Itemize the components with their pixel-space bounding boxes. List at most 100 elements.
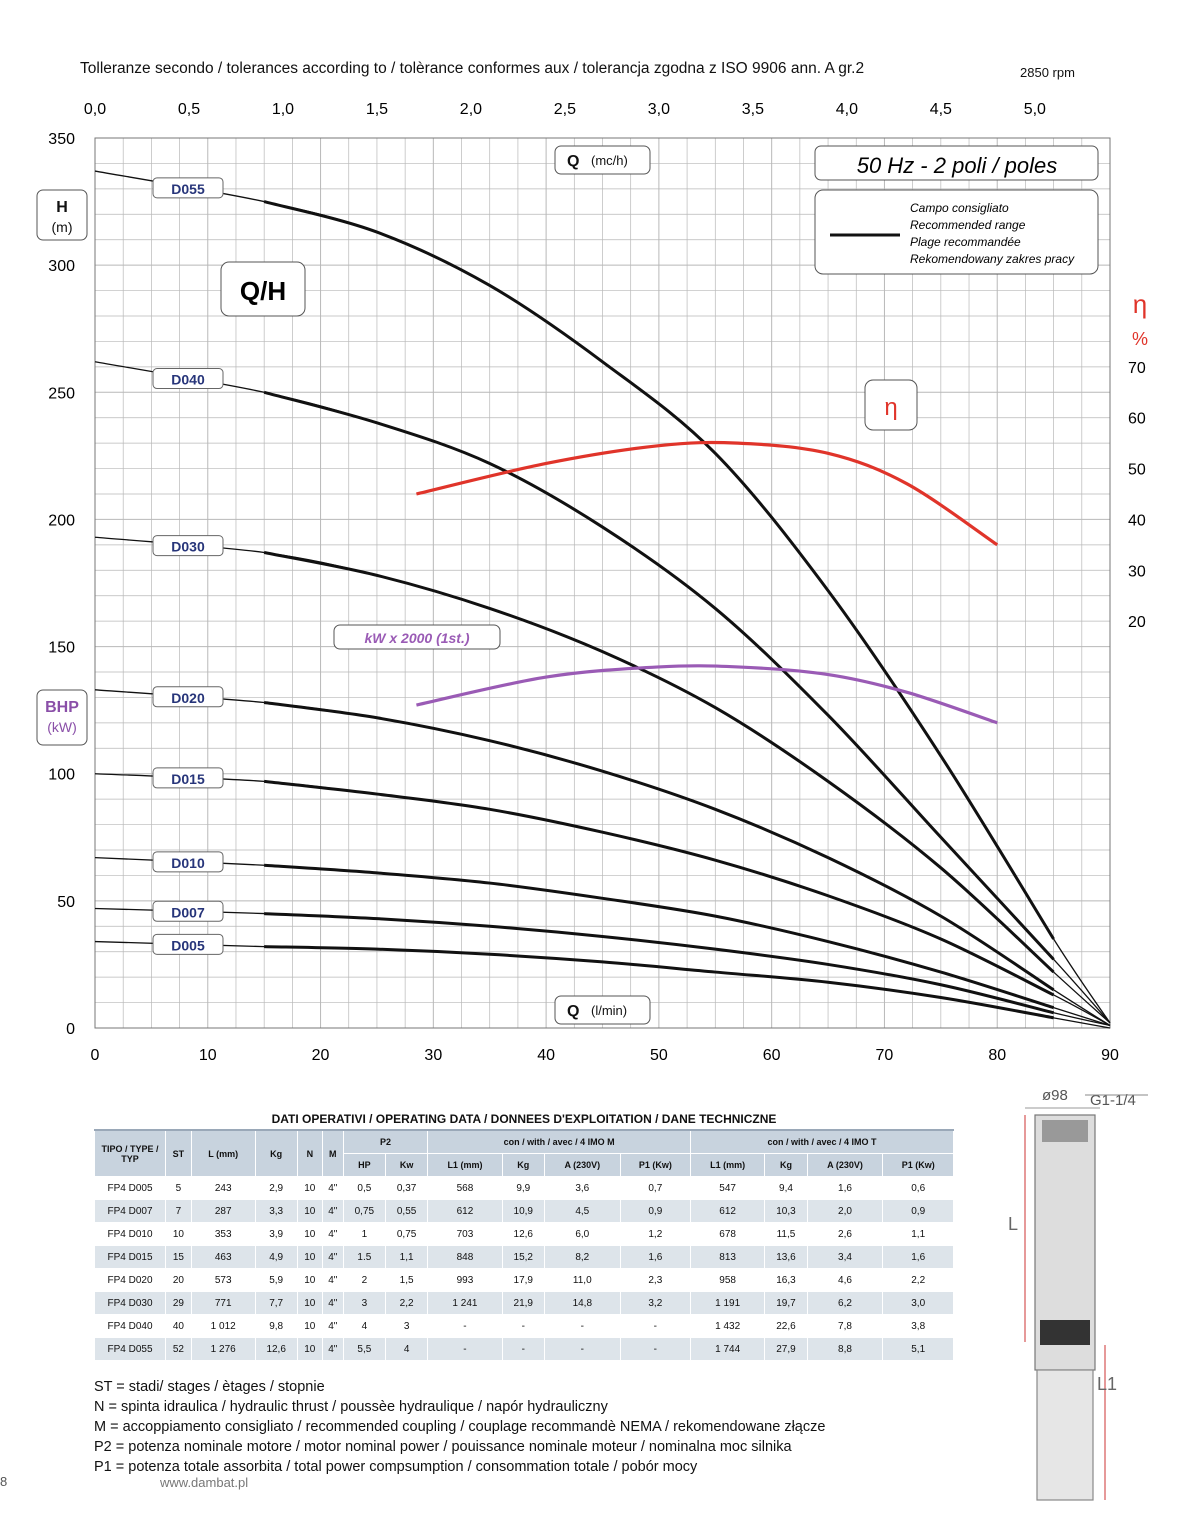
th-p2: P2: [342, 1129, 429, 1154]
top-tick-label: 1,5: [366, 101, 388, 118]
table-cell: 10: [165, 1222, 192, 1246]
table-cell: 10: [296, 1314, 323, 1338]
curve-range-d010: [264, 863, 1055, 1010]
curve-label-box: [152, 177, 224, 199]
legend-box: [814, 189, 1099, 275]
bottom-axis-label-unit: (l/min): [591, 1003, 627, 1018]
th-l1-t: L1 (mm): [689, 1153, 766, 1177]
table-cell: 1,1: [882, 1222, 954, 1246]
table-cell: 11,0: [543, 1268, 621, 1292]
th-l1-m: L1 (mm): [427, 1153, 503, 1177]
curve-label-box: [152, 535, 224, 557]
y-tick-label: 300: [48, 258, 75, 275]
l-label: L: [1008, 1214, 1018, 1234]
table-cell: 4,9: [254, 1245, 298, 1269]
table-cell: 10: [296, 1268, 323, 1292]
x-tick-label: 50: [650, 1047, 668, 1064]
rpm-label: 2850 rpm: [1020, 65, 1075, 80]
table-cell: 0,9: [882, 1199, 954, 1223]
curve-label: D040: [171, 372, 205, 388]
x-tick-label: 10: [199, 1047, 217, 1064]
curve-label: D007: [171, 904, 205, 920]
x-tick-label: 60: [763, 1047, 781, 1064]
legend-text: Rekomendowany zakres pracy: [910, 252, 1075, 266]
table-cell: 5,1: [882, 1337, 954, 1361]
table-cell: 958: [689, 1268, 766, 1292]
table-cell: 0,6: [882, 1176, 954, 1200]
table-cell: 3,4: [806, 1245, 884, 1269]
chart-title: Q/H: [240, 276, 286, 306]
curve-label-box: [152, 368, 224, 390]
table-cell: 4: [342, 1314, 386, 1338]
h-axis-label-main: H: [56, 199, 68, 216]
curve-label-box: [152, 686, 224, 708]
th-n: N: [296, 1129, 323, 1177]
table-cell: 4: [384, 1337, 429, 1361]
th-a-t: A (230V): [806, 1153, 884, 1177]
table-cell: 0,75: [384, 1222, 429, 1246]
x-tick-label: 0: [91, 1047, 100, 1064]
bottom-axis-label-box: [554, 995, 651, 1025]
website-link[interactable]: www.dambat.pl: [160, 1475, 249, 1490]
bhp-axis-label-main: BHP: [45, 699, 79, 716]
y-tick-label: 250: [48, 385, 75, 402]
table-cell: 19,7: [764, 1291, 808, 1315]
table-row: FP4 D055 52 1 276 12,6 10 4" 5,5 4- - - -1 744 27,9…: [94, 1337, 954, 1361]
pump-dimension-drawing: ø98 G1-1/4 L L1: [1008, 1087, 1148, 1501]
curve-label: D055: [171, 181, 205, 197]
th-l: L (mm): [190, 1129, 256, 1177]
table-cell: 9,9: [501, 1176, 545, 1200]
table-cell: 15: [165, 1245, 192, 1269]
table-cell: 40: [165, 1314, 192, 1338]
table-row: FP4 D005 5 243 2,9 10 4" 0,5 0,37 568 9,9 3,6 0,7 54…: [94, 1176, 954, 1200]
efficiency-curve: [416, 440, 999, 547]
table-cell: 1 191: [689, 1291, 766, 1315]
table-cell: 1,1: [384, 1245, 429, 1269]
table-cell: 3,8: [882, 1314, 954, 1338]
table-cell: 10: [296, 1176, 323, 1200]
power-curve-label: kW x 2000 (1st.): [364, 630, 469, 646]
th-type: TIPO / TYPE / TYP: [94, 1129, 166, 1177]
table-cell: 2,0: [806, 1199, 884, 1223]
table-cell: 4,5: [543, 1199, 621, 1223]
cell-type: FP4 D007: [94, 1199, 166, 1223]
table-cell: 5,9: [254, 1268, 298, 1292]
table-cell: -: [427, 1337, 503, 1361]
curve-label: D020: [171, 690, 205, 706]
bhp-axis-label-unit: (kW): [47, 719, 77, 735]
top-tick-label: 0,5: [178, 101, 200, 118]
x-tick-label: 90: [1101, 1047, 1119, 1064]
table-cell: 4": [321, 1291, 344, 1315]
y-tick-label: 50: [57, 894, 75, 911]
table-cell: 8,2: [543, 1245, 621, 1269]
table-cell: 3,9: [254, 1222, 298, 1246]
table-cell: 14,8: [543, 1291, 621, 1315]
table-cell: 4": [321, 1176, 344, 1200]
th-st: ST: [165, 1129, 192, 1177]
table-cell: 17,9: [501, 1268, 545, 1292]
y-tick-label: 150: [48, 640, 75, 657]
table-cell: 6,2: [806, 1291, 884, 1315]
table-cell: 15,2: [501, 1245, 545, 1269]
table-cell: 20: [165, 1268, 192, 1292]
table-cell: 21,9: [501, 1291, 545, 1315]
curve-label: D030: [171, 539, 205, 555]
table-cell: 9,8: [254, 1314, 298, 1338]
table-cell: 9,4: [764, 1176, 808, 1200]
bottom-axis-label-main: Q: [567, 1003, 579, 1020]
frequency-badge: 50 Hz - 2 poli / poles: [857, 153, 1058, 178]
table-row: FP4 D010 10 353 3,9 10 4" 1 0,75 703 12,6 6,0 1,2 67…: [94, 1222, 954, 1246]
table-cell: 678: [689, 1222, 766, 1246]
table-cell: 2,3: [619, 1268, 691, 1292]
curve-label-box: [152, 933, 224, 955]
pump-head: [1042, 1120, 1088, 1142]
table-cell: 353: [190, 1222, 256, 1246]
table-row: FP4 D040 40 1 012 9,8 10 4" 4 3- - - -1 432 22,6 7,8…: [94, 1314, 954, 1338]
table-cell: 993: [427, 1268, 503, 1292]
top-tick-label: 5,0: [1024, 101, 1046, 118]
legend-text: Plage recommandée: [910, 235, 1021, 249]
cell-type: FP4 D055: [94, 1337, 166, 1361]
diameter-label: ø98: [1042, 1087, 1068, 1104]
top-axis-label-unit: (mc/h): [591, 153, 628, 168]
motor-body: [1036, 1369, 1094, 1501]
